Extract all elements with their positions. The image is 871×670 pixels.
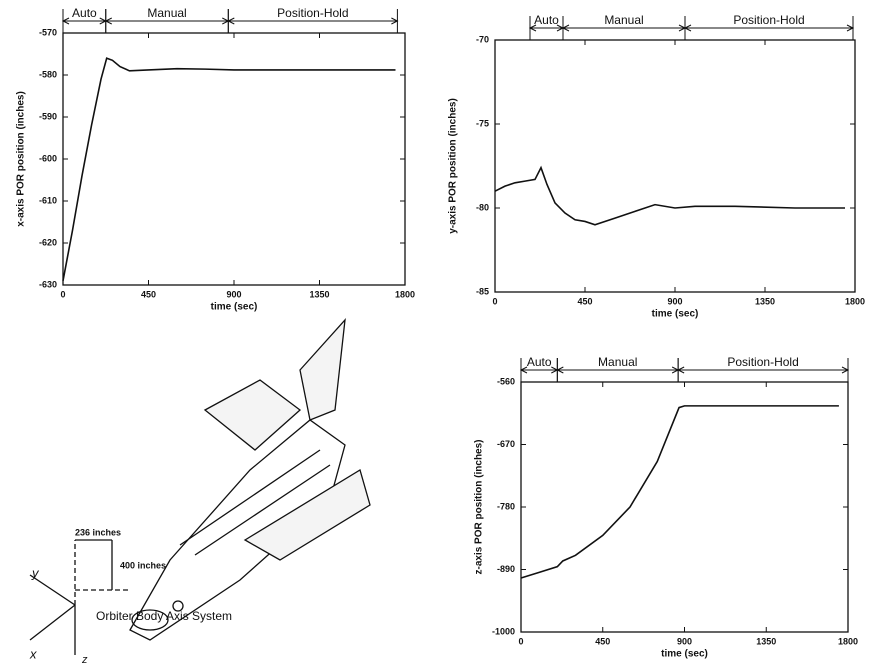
x-tick-label: 1350 <box>755 296 775 306</box>
shuttle-diagram <box>29 318 371 655</box>
arrow-head <box>561 24 570 32</box>
x-axis-label: time (sec) <box>661 649 708 660</box>
y-tick-label: -590 <box>39 111 57 121</box>
phase-label: Manual <box>598 355 637 369</box>
axis-name: x <box>29 646 37 661</box>
arrow-head <box>391 17 399 25</box>
y-tick-label: -610 <box>39 195 57 205</box>
phase-label: Position-Hold <box>727 355 798 369</box>
y-tick-label: -1000 <box>492 626 515 636</box>
arrow-head <box>519 366 528 374</box>
y-tick-label: -630 <box>39 279 57 289</box>
y-axis-label: z-axis POR position (inches) <box>474 439 485 574</box>
axis-name: y <box>31 565 40 580</box>
phase-label: Position-Hold <box>277 6 348 20</box>
y-tick-label: -670 <box>497 439 515 449</box>
data-line <box>62 57 396 281</box>
phase-label: Manual <box>604 13 643 27</box>
y-tick-label: -80 <box>476 202 489 212</box>
phase-label: Manual <box>147 6 186 20</box>
y-tick-label: -570 <box>39 27 57 37</box>
y-tick-label: -70 <box>476 34 489 44</box>
x-tick-label: 900 <box>677 636 692 646</box>
data-line <box>494 165 845 226</box>
x-tick-label: 1350 <box>756 636 776 646</box>
x-tick-label: 450 <box>577 296 592 306</box>
x-tick-label: 0 <box>60 289 65 299</box>
phase-label: Auto <box>527 355 552 369</box>
y-axis-label: x-axis POR position (inches) <box>16 91 27 227</box>
dimension-label: 236 inches <box>75 527 121 537</box>
arrow-head <box>227 17 235 25</box>
arrow-head <box>104 17 112 25</box>
arrow-head <box>846 24 855 32</box>
plot-frame <box>520 381 849 633</box>
phase-label: Auto <box>534 13 559 27</box>
y-tick-label: -890 <box>497 564 515 574</box>
y-tick-label: -560 <box>497 376 515 386</box>
y-tick-label: -780 <box>497 501 515 511</box>
x-tick-label: 0 <box>518 636 523 646</box>
arrow-head <box>556 366 564 374</box>
x-tick-label: 0 <box>492 296 497 306</box>
y-tick-label: -75 <box>476 118 489 128</box>
x-tick-label: 1800 <box>845 296 865 306</box>
dimension-label: 400 inches <box>120 560 166 570</box>
arrow-head <box>677 366 685 374</box>
x-tick-label: 1800 <box>838 636 858 646</box>
y-tick-label: -85 <box>476 286 489 296</box>
y-tick-label: -620 <box>39 237 57 247</box>
axis-name: z <box>81 654 88 666</box>
diagram-caption: Orbiter Body Axis System <box>96 609 232 623</box>
x-tick-label: 900 <box>667 296 682 306</box>
x-tick-label: 450 <box>595 636 610 646</box>
plot-frame <box>494 39 856 293</box>
y-axis-label: y-axis POR position (inches) <box>448 98 459 234</box>
plot-frame <box>62 32 406 286</box>
arrow-head <box>61 17 70 25</box>
x-tick-label: 900 <box>226 289 241 299</box>
y-tick-label: -600 <box>39 153 57 163</box>
arrow-head <box>683 24 692 32</box>
phase-label: Position-Hold <box>733 13 804 27</box>
y-tick-label: -580 <box>39 69 57 79</box>
arrow-head <box>528 24 537 32</box>
phase-label: Auto <box>72 6 97 20</box>
data-line <box>520 405 839 579</box>
x-axis-label: time (sec) <box>652 309 699 320</box>
x-tick-label: 450 <box>141 289 156 299</box>
x-tick-label: 1350 <box>309 289 329 299</box>
x-axis-label: time (sec) <box>211 302 258 313</box>
arrow-head <box>841 366 850 374</box>
x-tick-label: 1800 <box>395 289 415 299</box>
